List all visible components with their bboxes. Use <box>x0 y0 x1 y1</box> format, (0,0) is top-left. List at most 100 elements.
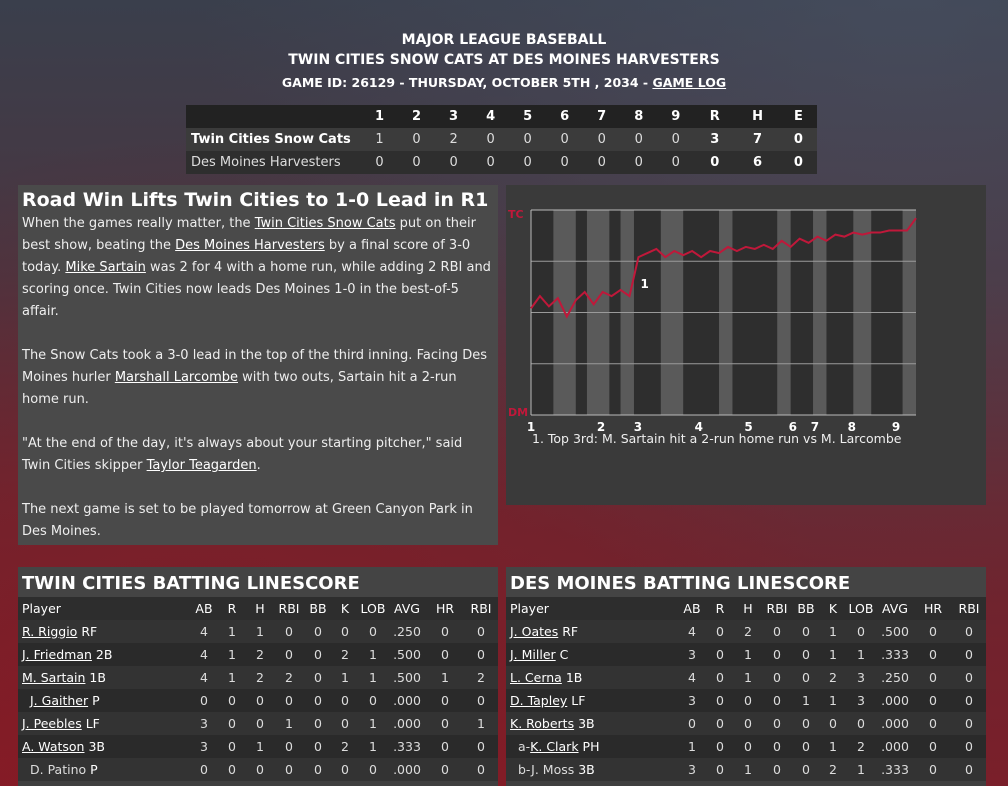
game-log-link[interactable]: GAME LOG <box>652 75 727 90</box>
linescore-col-header: 4 <box>472 105 510 128</box>
linescore-cell: 0 <box>398 151 436 174</box>
story-text: with two outs, Sartain hit a 2-run home … <box>22 370 457 407</box>
linescore-col-header: H <box>735 105 780 128</box>
player-position: 3B <box>574 762 595 777</box>
manager-link-taylor-teagarden[interactable]: Taylor Teagarden <box>146 458 257 473</box>
stat-cell: 0 <box>734 689 762 712</box>
chart-annotation-marker: 1 <box>640 277 648 291</box>
player-link-marshall-larcombe[interactable]: Marshall Larcombe <box>114 370 238 385</box>
chart-x-tick-label: 3 <box>634 420 642 434</box>
stat-cell: 0 <box>762 620 792 643</box>
stat-cell: 0 <box>304 620 332 643</box>
linescore-col-header: 1 <box>361 105 399 128</box>
stat-cell: 0 <box>706 620 734 643</box>
stat-cell: 2 <box>846 735 876 758</box>
story-text: put on their best show, beating the <box>22 216 477 253</box>
player-cell: A. Watson 3B <box>18 735 190 758</box>
stat-cell: 0 <box>914 666 952 689</box>
player-position: 1B <box>85 670 106 685</box>
chart-x-tick-label: 9 <box>892 420 900 434</box>
stat-cell: 0 <box>358 620 388 643</box>
linescore-cell: 7 <box>735 128 780 151</box>
stat-cell: 0 <box>464 643 498 666</box>
player-position: P <box>86 762 98 777</box>
linescore-cell: 0 <box>546 151 584 174</box>
stat-cell: 0 <box>464 620 498 643</box>
stat-cell: .000 <box>388 689 426 712</box>
table-row: R. Riggio RF 4 1 1 0 0 0 0.250 0 0 <box>18 620 498 643</box>
stat-cell: .000 <box>876 689 914 712</box>
team-link-twin-cities[interactable]: Twin Cities Snow Cats <box>254 216 396 231</box>
stat-cell: 1 <box>218 643 246 666</box>
player-link[interactable]: K. Clark <box>530 739 579 754</box>
linescore-col-header: 9 <box>657 105 695 128</box>
linescore-cell: 0 <box>657 151 695 174</box>
player-sub-prefix: b- <box>518 762 532 777</box>
stat-cell: 1 <box>846 643 876 666</box>
stat-cell: 2 <box>820 666 846 689</box>
linescore-cell: 1 <box>361 128 399 151</box>
batting-col-header: K <box>332 597 358 620</box>
player-link[interactable]: J. Miller <box>510 647 556 662</box>
stat-cell: 0 <box>426 712 464 735</box>
player-link[interactable]: J. Oates <box>510 624 559 639</box>
story-text: When the games really matter, the <box>22 216 255 231</box>
player-cell: J. Miller C <box>506 643 678 666</box>
linescore-cell: 2 <box>435 128 473 151</box>
stat-cell: 0 <box>274 758 304 781</box>
player-link[interactable]: J. Peebles <box>22 716 82 731</box>
stat-cell: 0 <box>304 643 332 666</box>
linescore-col-header: 3 <box>435 105 473 128</box>
stat-cell: 0 <box>706 643 734 666</box>
batting-col-header: BB <box>792 597 820 620</box>
team-link-des-moines[interactable]: Des Moines Harvesters <box>175 238 325 253</box>
stat-cell: 0 <box>734 712 762 735</box>
stat-cell: 0 <box>274 620 304 643</box>
player-link[interactable]: D. Tapley <box>510 693 568 708</box>
player-link[interactable]: J. Gaither <box>30 693 89 708</box>
player-link[interactable]: R. Riggio <box>22 624 78 639</box>
player-cell: J. Gaither P <box>18 689 190 712</box>
stat-cell: 0 <box>426 735 464 758</box>
stat-cell: 1 <box>792 689 820 712</box>
batting-col-header: RBI <box>464 597 498 620</box>
stat-cell: 0 <box>762 735 792 758</box>
linescore-cell: 3 <box>694 128 736 151</box>
chart-x-tick-label: 7 <box>811 420 819 434</box>
player-link[interactable]: L. Cerna <box>510 670 562 685</box>
chart-x-tick-label: 6 <box>789 420 797 434</box>
linescore-cell: 0 <box>694 151 736 174</box>
stat-cell: 1 <box>820 689 846 712</box>
stat-cell: .333 <box>876 643 914 666</box>
player-link[interactable]: M. Sartain <box>22 670 86 685</box>
stat-cell: 0 <box>246 758 274 781</box>
player-link[interactable]: K. Roberts <box>510 716 575 731</box>
player-sub-prefix: a- <box>518 739 531 754</box>
stat-cell: 0 <box>332 620 358 643</box>
stat-cell: 1 <box>358 735 388 758</box>
player-link[interactable]: J. Friedman <box>22 647 92 662</box>
stat-cell: 1 <box>464 712 498 735</box>
player-link[interactable]: A. Watson <box>22 739 85 754</box>
batting-col-header: LOB <box>358 597 388 620</box>
linescore-cell: 0 <box>509 128 547 151</box>
player-link-mike-sartain[interactable]: Mike Sartain <box>65 260 146 275</box>
stat-cell: 0 <box>952 758 986 781</box>
linescore-cell: 0 <box>472 128 510 151</box>
batting-col-header: R <box>218 597 246 620</box>
linescore-cell: 6 <box>735 151 780 174</box>
linescore-col-header: 7 <box>583 105 621 128</box>
story-text: by a final score of 3-0 today. <box>22 238 471 275</box>
chart-x-tick-label: 8 <box>848 420 856 434</box>
stat-cell: 0 <box>332 758 358 781</box>
stat-cell: .000 <box>388 712 426 735</box>
player-position: C <box>555 647 569 662</box>
story-headline: Road Win Lifts Twin Cities to 1-0 Lead i… <box>22 189 489 211</box>
batting-col-header: LOB <box>846 597 876 620</box>
stat-cell: .500 <box>876 620 914 643</box>
linescore-row: Des Moines Harvesters 0 0 0 0 0 0 0 0 0 0 6 0 <box>186 151 817 174</box>
story-text: "At the end of the day, it's always abou… <box>22 436 463 473</box>
linescore-cell: 0 <box>779 128 817 151</box>
batting-col-header: BB <box>304 597 332 620</box>
